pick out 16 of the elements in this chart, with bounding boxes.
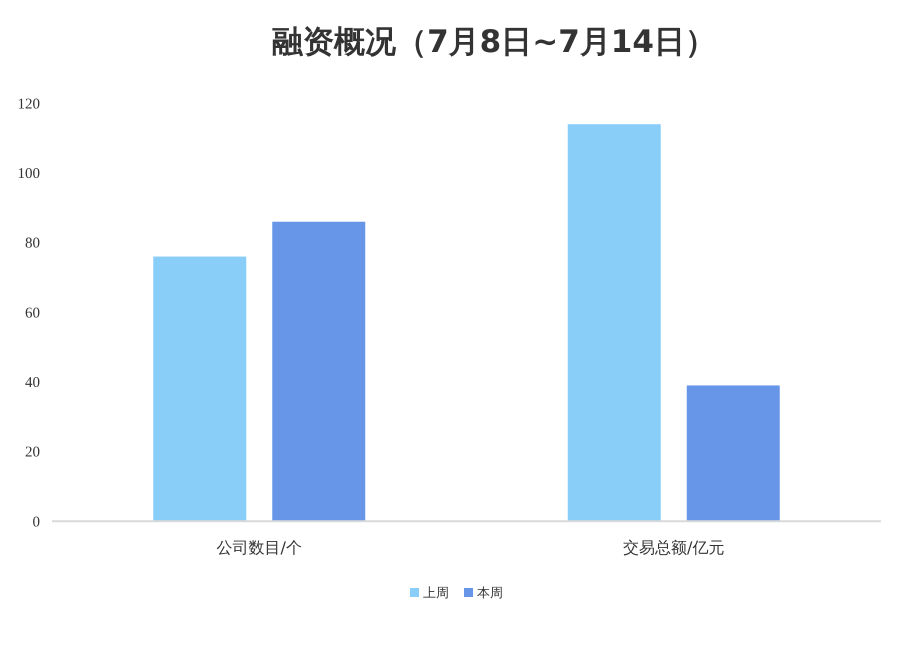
y-tick-label: 20 (25, 444, 40, 461)
y-tick-label: 40 (25, 374, 40, 391)
y-tick-label: 0 (32, 514, 40, 530)
x-tick-label: 公司数目/个 (216, 538, 302, 557)
x-tick-label: 交易总额/亿元 (623, 538, 724, 557)
y-tick-label: 100 (18, 166, 40, 182)
bar (686, 385, 780, 522)
bar (272, 222, 366, 522)
y-tick-label: 80 (25, 236, 40, 252)
bar (568, 124, 661, 522)
y-tick-label: 60 (25, 305, 40, 322)
bar (153, 256, 246, 522)
y-tick-label: 120 (18, 96, 40, 112)
legend-label: 上周 (423, 586, 449, 601)
legend-label: 本周 (477, 586, 503, 601)
chart-title: 融资概况（7月8日~7月14日） (272, 24, 716, 60)
